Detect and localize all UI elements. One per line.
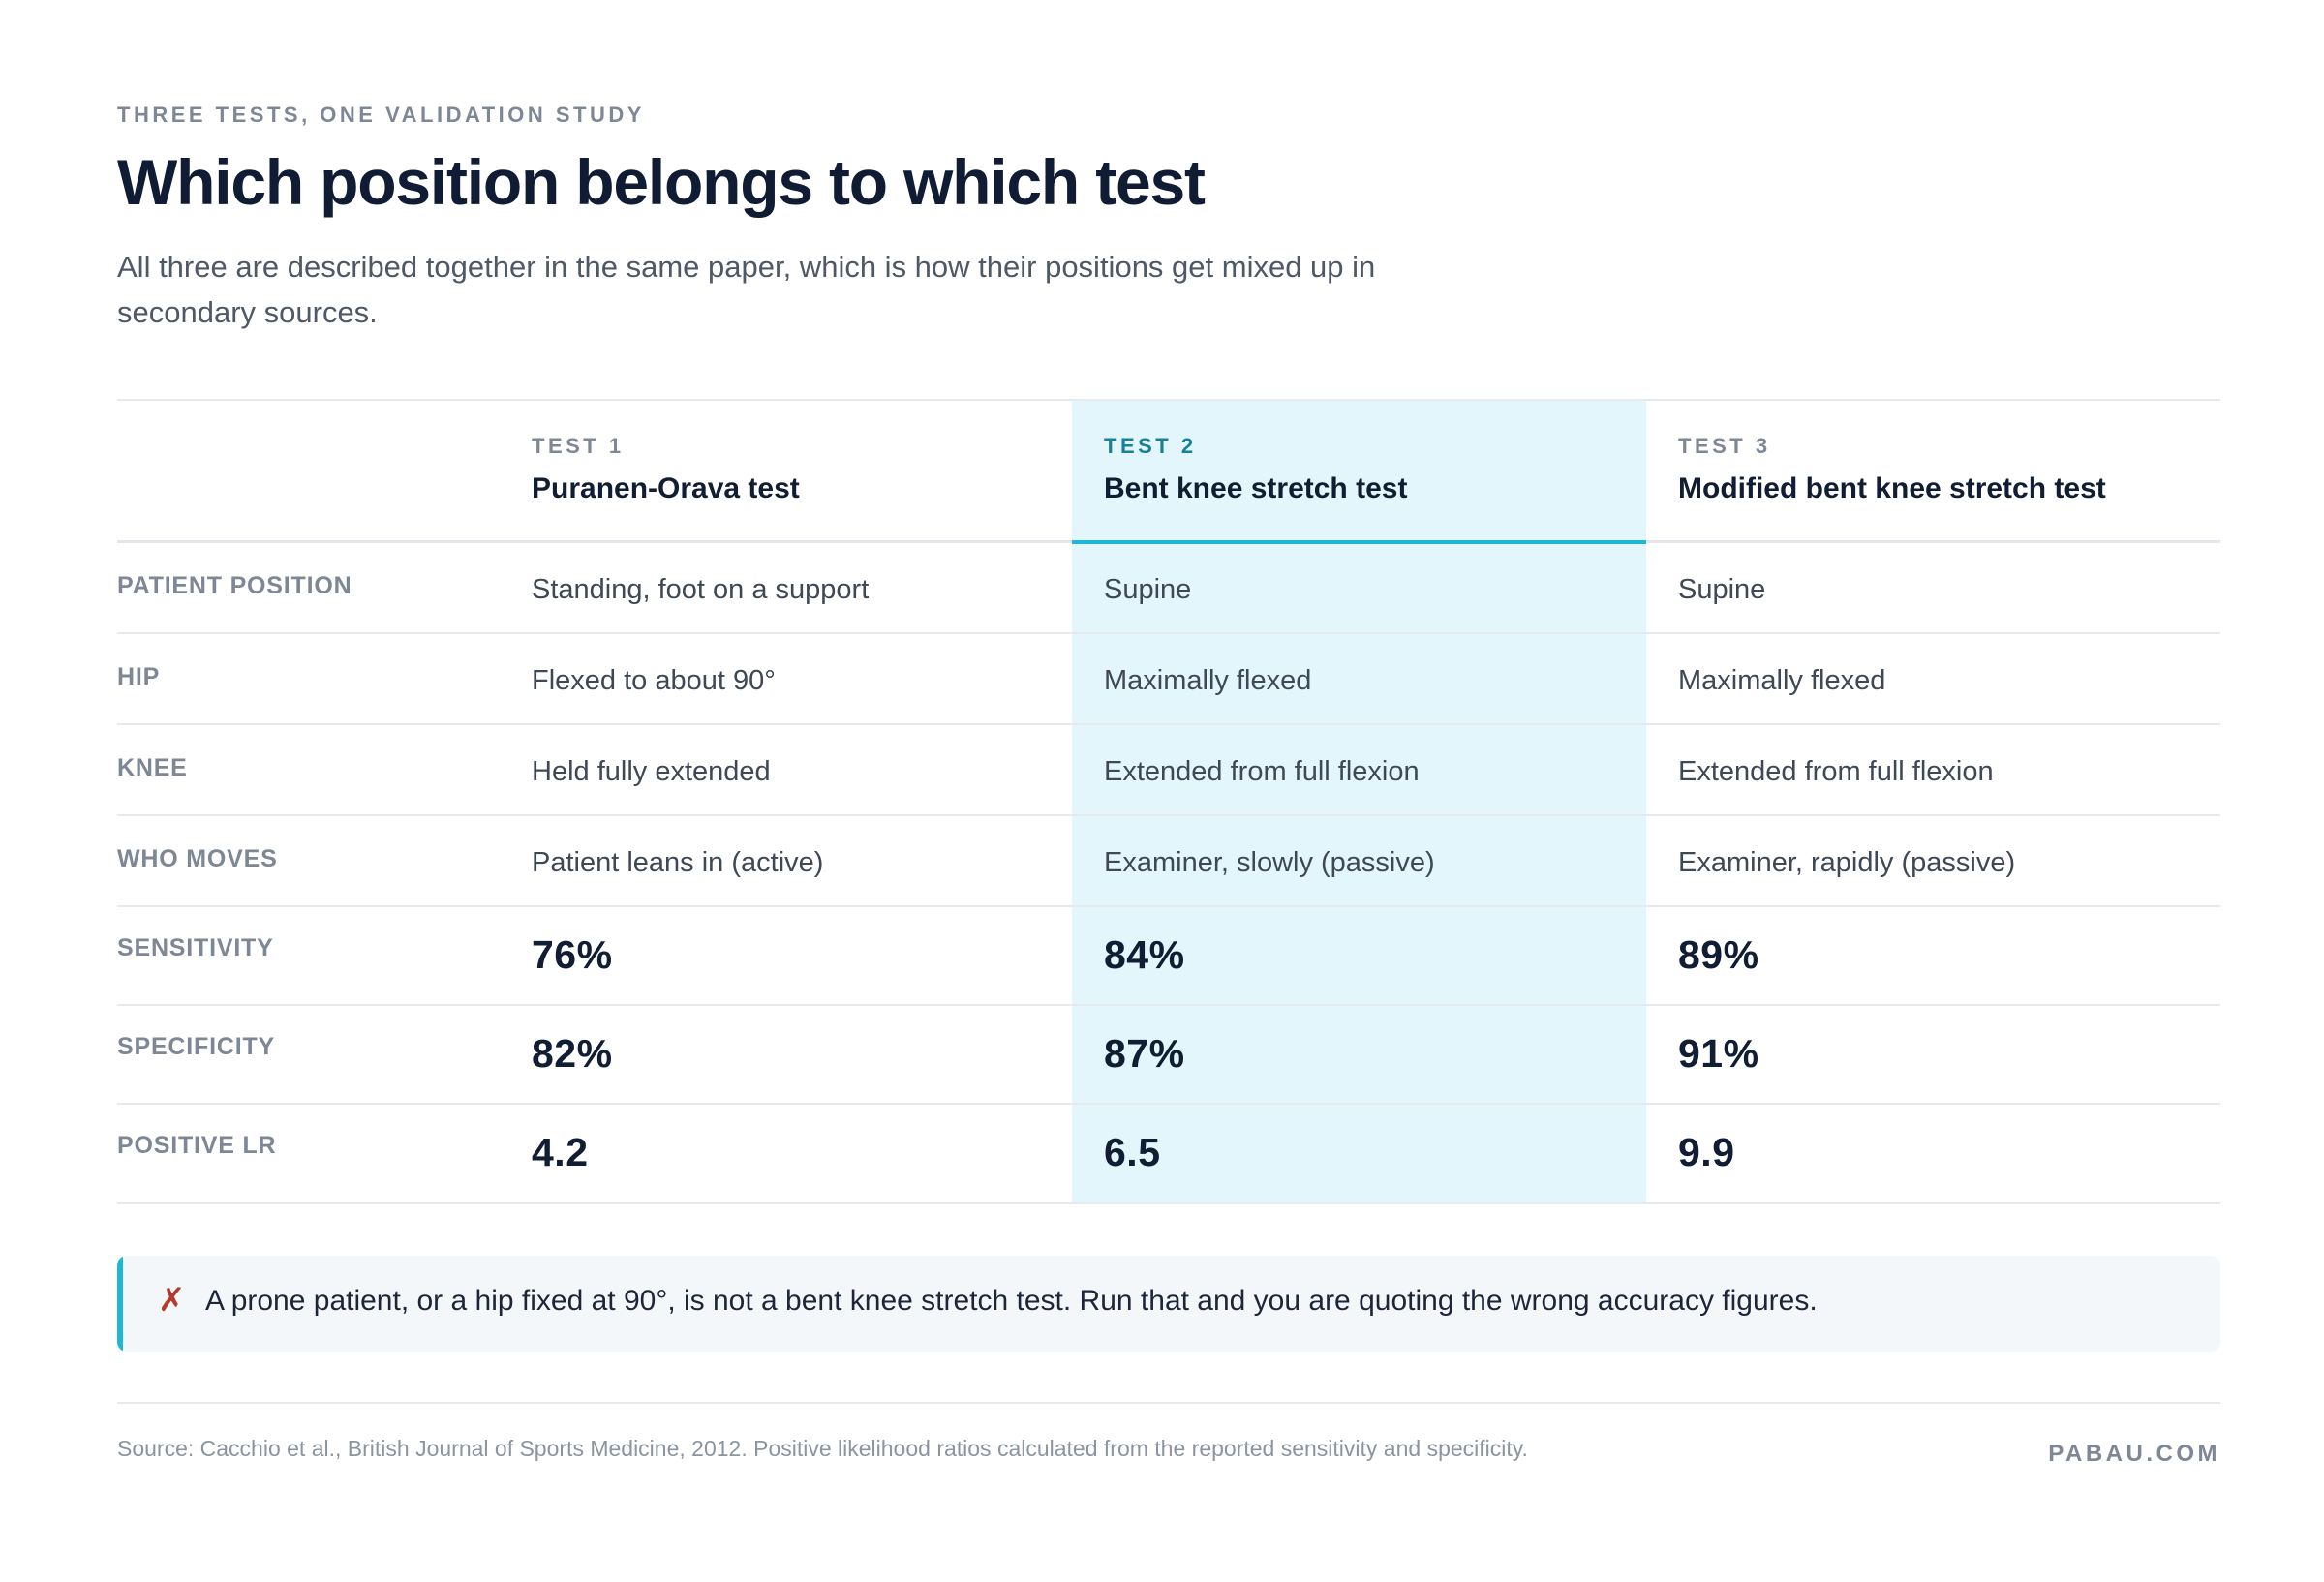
row-label: WHO MOVES [117, 845, 278, 872]
table-cell: Supine [1104, 574, 1192, 605]
column-test-name: Modified bent knee stretch test [1678, 472, 2106, 504]
row-divider [117, 1202, 2220, 1204]
table-row-sensitivity: SENSITIVITY 76% 84% 89% [117, 907, 2220, 1006]
row-label: SPECIFICITY [117, 1033, 275, 1060]
table-cell: Maximally flexed [1104, 665, 1312, 696]
column-test-label: TEST 3 [1678, 434, 1771, 458]
metric-value: 91% [1678, 1031, 1759, 1076]
row-divider [117, 1004, 2220, 1006]
table-cell: Held fully extended [532, 756, 771, 787]
metric-value: 84% [1104, 932, 1185, 977]
row-divider [117, 723, 2220, 725]
row-label: PATIENT POSITION [117, 572, 352, 599]
table-cell: Extended from full flexion [1104, 756, 1420, 787]
table-cell: Flexed to about 90° [532, 665, 776, 696]
row-divider [117, 1103, 2220, 1105]
callout-accent-bar [117, 1256, 123, 1352]
row-divider [117, 905, 2220, 907]
brand-logo-text: PABAU.COM [2048, 1441, 2220, 1467]
active-column-accent [1072, 540, 1646, 544]
table-row-specificity: SPECIFICITY 82% 87% 91% [117, 1006, 2220, 1105]
metric-value: 76% [532, 932, 613, 977]
eyebrow: THREE TESTS, ONE VALIDATION STUDY [117, 103, 645, 127]
row-label: POSITIVE LR [117, 1132, 277, 1159]
metric-value: 89% [1678, 932, 1759, 977]
source-note: Source: Cacchio et al., British Journal … [117, 1436, 1528, 1461]
column-test-name: Bent knee stretch test [1104, 472, 1408, 504]
column-test-label: TEST 2 [1104, 434, 1197, 458]
table-cell: Maximally flexed [1678, 665, 1886, 696]
page-title: Which position belongs to which test [117, 146, 1206, 218]
table-cell: Examiner, slowly (passive) [1104, 847, 1435, 878]
row-label: HIP [117, 663, 161, 690]
table-cell: Standing, foot on a support [532, 574, 870, 605]
page-subtitle: All three are described together in the … [117, 250, 1376, 329]
row-divider [117, 632, 2220, 634]
footer-rule [117, 1402, 2220, 1404]
table-row-patient-position: PATIENT POSITION Standing, foot on a sup… [117, 543, 2220, 634]
table-cell: Supine [1678, 574, 1766, 605]
table-row-knee: KNEE Held fully extended Extended from f… [117, 725, 2220, 816]
table-cell: Patient leans in (active) [532, 847, 824, 878]
metric-value: 9.9 [1678, 1130, 1735, 1174]
cross-mark-icon: ✗ [158, 1281, 186, 1320]
warning-callout: ✗ A prone patient, or a hip fixed at 90°… [117, 1256, 2220, 1352]
column-test-name: Puranen-Orava test [532, 472, 800, 504]
metric-value: 82% [532, 1031, 613, 1076]
table-row-who-moves: WHO MOVES Patient leans in (active) Exam… [117, 816, 2220, 907]
row-label: KNEE [117, 754, 188, 781]
table-top-rule [117, 399, 2220, 401]
callout-text: A prone patient, or a hip fixed at 90°, … [205, 1285, 1818, 1317]
metric-value: 4.2 [532, 1130, 589, 1174]
metric-value: 6.5 [1104, 1130, 1161, 1174]
table-cell: Examiner, rapidly (passive) [1678, 847, 2016, 878]
metric-value: 87% [1104, 1031, 1185, 1076]
table-cell: Extended from full flexion [1678, 756, 1994, 787]
row-divider [117, 814, 2220, 816]
highlighted-column [1072, 399, 1646, 1204]
table-row-positive-lr: POSITIVE LR 4.2 6.5 9.9 [117, 1105, 2220, 1204]
column-test-label: TEST 1 [532, 434, 625, 458]
table-row-hip: HIP Flexed to about 90° Maximally flexed… [117, 634, 2220, 725]
row-label: SENSITIVITY [117, 934, 274, 961]
